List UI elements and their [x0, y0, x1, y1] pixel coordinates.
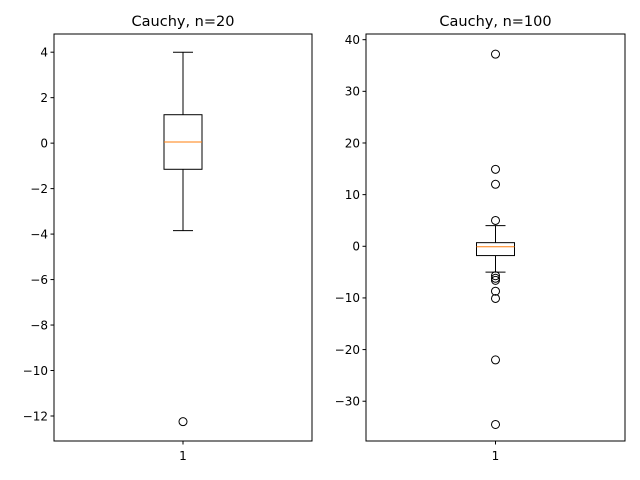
- outlier-point: [491, 293, 500, 303]
- y-tick-label: 10: [345, 188, 360, 202]
- y-tick-label: −8: [30, 318, 48, 332]
- y-tick-label: −30: [335, 395, 360, 409]
- y-tick-label: 40: [345, 33, 360, 47]
- outlier-point: [491, 179, 500, 189]
- x-tick-label: 1: [492, 449, 500, 463]
- y-tick-label: −20: [335, 343, 360, 357]
- y-tick-label: 0: [40, 136, 48, 150]
- y-tick-label: −6: [30, 273, 48, 287]
- y-tick-label: 30: [345, 85, 360, 99]
- y-tick-label: 20: [345, 136, 360, 150]
- y-tick-label: −10: [335, 291, 360, 305]
- subplot-cauchy-n100: Cauchy, n=100 40 30 20 10 0 −10 −20 −30 1: [335, 14, 626, 463]
- y-tick-label: 2: [40, 91, 48, 105]
- outlier-point: [491, 271, 500, 281]
- y-tick-label: −12: [23, 409, 48, 423]
- subplot-title: Cauchy, n=20: [132, 14, 235, 30]
- y-tick-label: −4: [30, 227, 48, 241]
- outlier-point: [491, 215, 500, 225]
- y-tick-label: −10: [23, 364, 48, 378]
- subplot-cauchy-n20: Cauchy, n=20 4 2 0 −2 −4 −6 −8 −10 −12 1: [23, 14, 313, 463]
- outlier-point: [491, 286, 500, 296]
- outlier-point: [491, 419, 500, 429]
- axes-frame: [365, 33, 626, 442]
- iqr-box: [476, 242, 515, 257]
- outlier-point: [491, 355, 500, 365]
- outlier-point: [491, 275, 500, 285]
- y-tick-label: −2: [30, 182, 48, 196]
- outlier-point: [491, 273, 500, 283]
- subplot-title: Cauchy, n=100: [439, 14, 551, 30]
- x-tick-label: 1: [179, 449, 187, 463]
- y-tick-label: 0: [352, 240, 360, 254]
- axes-frame: [53, 33, 313, 442]
- outlier-point: [491, 49, 500, 59]
- y-tick-label: 4: [40, 45, 48, 59]
- outlier-point: [491, 164, 500, 174]
- outlier-point: [178, 417, 188, 427]
